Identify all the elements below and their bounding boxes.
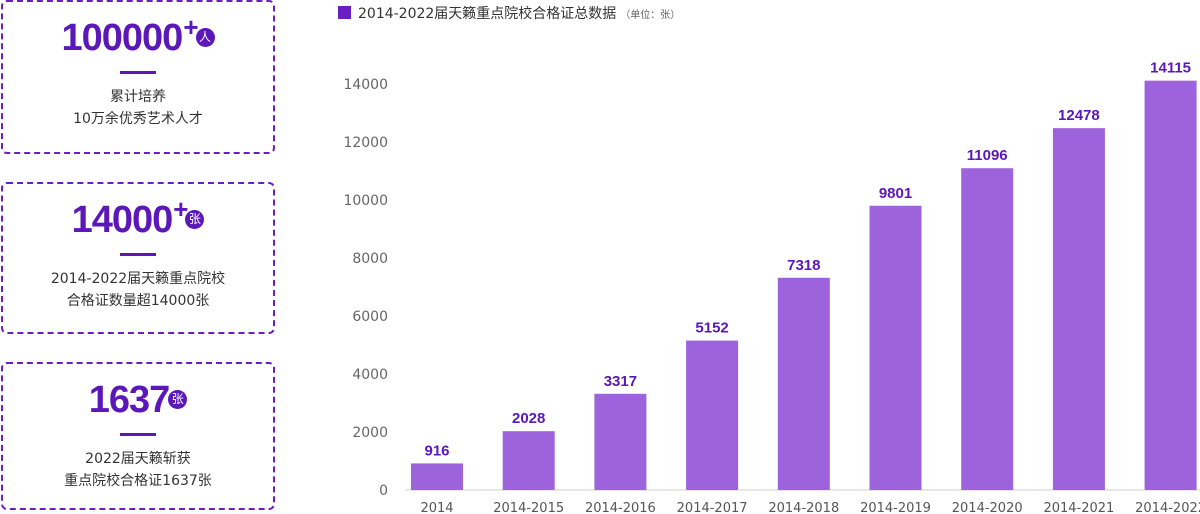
bar-value-label: 916: [424, 442, 449, 459]
x-tick-label: 2014-2019: [860, 501, 931, 514]
legend-swatch: [338, 6, 351, 19]
bar-value-label: 12478: [1058, 107, 1100, 124]
x-tick-label: 2014-2022: [1135, 501, 1200, 514]
bar-value-label: 7318: [787, 257, 820, 274]
unit-badge: 张: [185, 210, 205, 230]
bar-value-label: 11096: [967, 147, 1008, 164]
x-axis: 2014 2014-2015 2014-2016 2014-2017 2014-2018…: [420, 501, 1200, 514]
bar-value-label: 5152: [695, 320, 728, 337]
stat-desc-line2: 10万余优秀艺术人才: [73, 111, 203, 127]
bar: [411, 463, 463, 490]
bar-value-label: 3317: [604, 373, 637, 390]
stat-desc-line1: 2022届天籁斩获: [85, 451, 191, 467]
bar: [1144, 80, 1197, 490]
divider: [120, 433, 156, 436]
divider: [120, 253, 156, 256]
y-tick-label: 0: [379, 483, 388, 499]
x-tick-label: 2014-2020: [952, 501, 1023, 514]
bar-value-label: 9801: [879, 185, 912, 202]
unit-badge: 张: [168, 390, 188, 410]
stat-number: 1637 张: [89, 380, 188, 423]
x-tick-label: 2014-2018: [768, 501, 839, 514]
stat-desc-line2: 合格证数量超14000张: [66, 293, 210, 309]
y-tick-label: 4000: [352, 367, 388, 383]
y-tick-label: 12000: [343, 135, 388, 151]
y-tick-label: 2000: [352, 425, 388, 441]
divider: [120, 71, 156, 74]
bar: [686, 340, 739, 490]
stat-desc-line1: 累计培养: [110, 89, 166, 105]
bar: [961, 168, 1014, 490]
bar: [1052, 128, 1105, 490]
legend-title: 2014-2022届天籁重点院校合格证总数据 （单位：张）: [358, 5, 680, 22]
x-tick-label: 2014-2016: [585, 501, 656, 514]
y-tick-label: 8000: [352, 251, 388, 267]
stat-desc-line2: 重点院校合格证1637张: [64, 473, 212, 489]
y-tick-label: 14000: [343, 77, 388, 93]
bars: 916 2028 3317 5152 7318 9801 11096 12478 14115: [411, 60, 1197, 490]
certificates-bar-chart: 2014-2022届天籁重点院校合格证总数据 （单位：张） 0 2000 4000 60…: [338, 5, 1200, 514]
stat-number: 14000+张: [72, 194, 205, 243]
stat-desc-line1: 2014-2022届天籁重点院校: [50, 271, 226, 287]
y-tick-label: 10000: [343, 193, 388, 209]
bar-value-label: 2028: [512, 410, 545, 427]
bar: [594, 393, 647, 490]
bar: [502, 431, 555, 490]
y-axis: 0 2000 4000 6000 8000 10000 12000 14000: [343, 77, 388, 499]
plus-sign: +: [183, 12, 198, 42]
stat-number: 100000+人: [62, 12, 215, 61]
stat-card-certificates-2022: 1637 张 2022届天籁斩获 重点院校合格证1637张: [1, 362, 275, 510]
bar: [869, 205, 922, 490]
bar-value-label: 14115: [1150, 60, 1191, 77]
x-tick-label: 2014-2017: [677, 501, 748, 514]
bar: [777, 277, 830, 490]
unit-badge: 人: [195, 28, 215, 48]
y-tick-label: 6000: [352, 309, 388, 325]
stat-card-certificates-total: 14000+张 2014-2022届天籁重点院校 合格证数量超14000张: [1, 182, 275, 334]
x-tick-label: 2014-2021: [1043, 501, 1114, 514]
plus-sign: +: [173, 194, 188, 224]
x-tick-label: 2014: [420, 501, 453, 514]
x-tick-label: 2014-2015: [493, 501, 564, 514]
stat-card-students: 100000+人 累计培养 10万余优秀艺术人才: [1, 0, 275, 154]
